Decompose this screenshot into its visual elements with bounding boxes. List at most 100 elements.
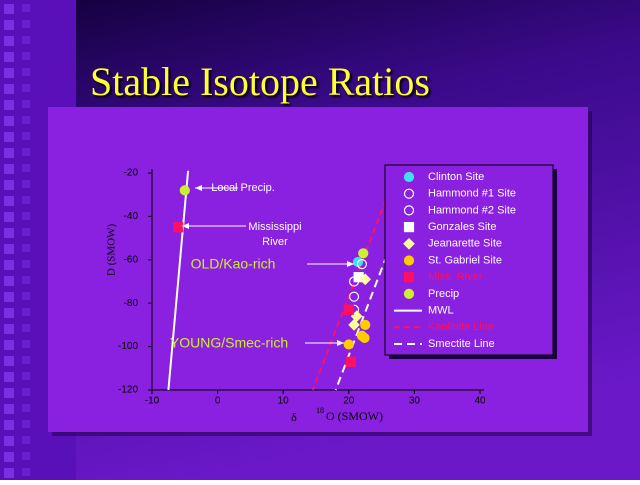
point: [358, 248, 369, 259]
decor-square: [4, 100, 14, 110]
decor-square: [4, 116, 14, 126]
point: [360, 319, 371, 330]
decor-square: [4, 388, 14, 398]
legend-label: St. Gabriel Site: [428, 254, 502, 266]
y-tick-label: -100: [118, 341, 138, 352]
x-axis-label: O (SMOW): [326, 409, 383, 423]
point: [359, 332, 370, 344]
decor-square: [22, 20, 30, 28]
decor-square: [22, 132, 30, 140]
decor-square: [22, 84, 30, 92]
decor-square: [4, 164, 14, 174]
decor-square: [4, 180, 14, 190]
decor-square: [22, 308, 30, 316]
decor-square: [22, 52, 30, 60]
decor-square: [22, 212, 30, 220]
point: [348, 319, 360, 331]
point: [179, 185, 190, 196]
decor-square: [4, 148, 14, 158]
decor-square: [22, 356, 30, 364]
annotation: Local Precip.: [211, 182, 275, 194]
legend-label: Clinton Site: [428, 171, 484, 183]
decor-square: [4, 308, 14, 318]
point: [403, 272, 415, 283]
legend-label: Gonzales Site: [428, 221, 496, 233]
decor-square: [4, 212, 14, 222]
decor-square: [4, 452, 14, 462]
point: [403, 255, 415, 266]
decor-square: [4, 324, 14, 334]
point: [343, 339, 354, 350]
reference-line: [311, 190, 391, 391]
point: [343, 304, 354, 315]
point: [345, 356, 356, 367]
decor-square: [22, 420, 30, 428]
decor-square: [4, 404, 14, 414]
decor-square: [4, 468, 14, 478]
x-tick-label: 30: [409, 396, 421, 407]
y-tick-label: -60: [124, 254, 139, 265]
point: [403, 222, 415, 233]
decor-square: [22, 244, 30, 252]
point: [403, 237, 415, 250]
decor-square: [22, 68, 30, 76]
x-tick-label: 20: [343, 396, 355, 407]
legend-label: Hammond #2 Site: [428, 204, 516, 216]
point: [403, 205, 415, 216]
decor-square: [22, 276, 30, 284]
y-axis-label: D (SMOW): [106, 224, 118, 277]
x-tick-label: -10: [145, 396, 160, 407]
decor-square: [4, 36, 14, 46]
x-tick-label: 0: [215, 396, 221, 407]
decor-square: [22, 4, 30, 12]
decor-square: [22, 388, 30, 396]
decor-square: [4, 420, 14, 430]
decor-square: [4, 132, 14, 142]
point: [403, 171, 415, 183]
decor-square: [4, 260, 14, 270]
decor-square: [4, 20, 14, 30]
decor-square: [22, 100, 30, 108]
x-tick-label: 40: [474, 396, 486, 407]
decor-square: [4, 292, 14, 302]
x-tick-label: 10: [278, 396, 290, 407]
decoration: [4, 4, 30, 478]
decor-square: [4, 228, 14, 238]
decor-square: [22, 324, 30, 332]
legend-label: Jeanarette Site: [428, 238, 502, 250]
point: [403, 288, 415, 299]
reference-line: [167, 170, 190, 391]
y-tick-label: -20: [124, 168, 139, 179]
decor-square: [4, 340, 14, 350]
y-tick-label: -120: [118, 385, 138, 396]
annotation: OLD/Kao-rich: [191, 256, 276, 272]
decor-square: [22, 116, 30, 124]
legend-label: Kaolinite Line: [428, 321, 494, 333]
decor-square: [22, 468, 30, 476]
point: [359, 273, 372, 286]
legend-label: Hammond #1 Site: [428, 188, 516, 200]
x-axis-sup: 18: [316, 406, 324, 415]
decor-square: [4, 196, 14, 206]
legend-label: Precip: [428, 288, 459, 300]
decor-square: [22, 228, 30, 236]
x-axis-symbol: δ: [291, 410, 297, 424]
decor-square: [22, 164, 30, 172]
y-tick-label: -80: [124, 298, 139, 309]
point: [173, 222, 184, 233]
decor-square: [22, 180, 30, 188]
legend-label: Smectite Line: [428, 338, 495, 350]
decor-square: [22, 260, 30, 268]
decor-square: [22, 452, 30, 460]
decor-square: [4, 52, 14, 62]
slide-title: Stable Isotope Ratios: [90, 59, 430, 104]
decor-square: [4, 372, 14, 382]
point: [403, 188, 415, 199]
decor-square: [22, 36, 30, 44]
decor-square: [22, 372, 30, 380]
annotation: YOUNG/Smec-rich: [170, 335, 288, 351]
decor-square: [22, 292, 30, 300]
decor-square: [22, 436, 30, 444]
annotation: Mississippi: [248, 221, 301, 233]
